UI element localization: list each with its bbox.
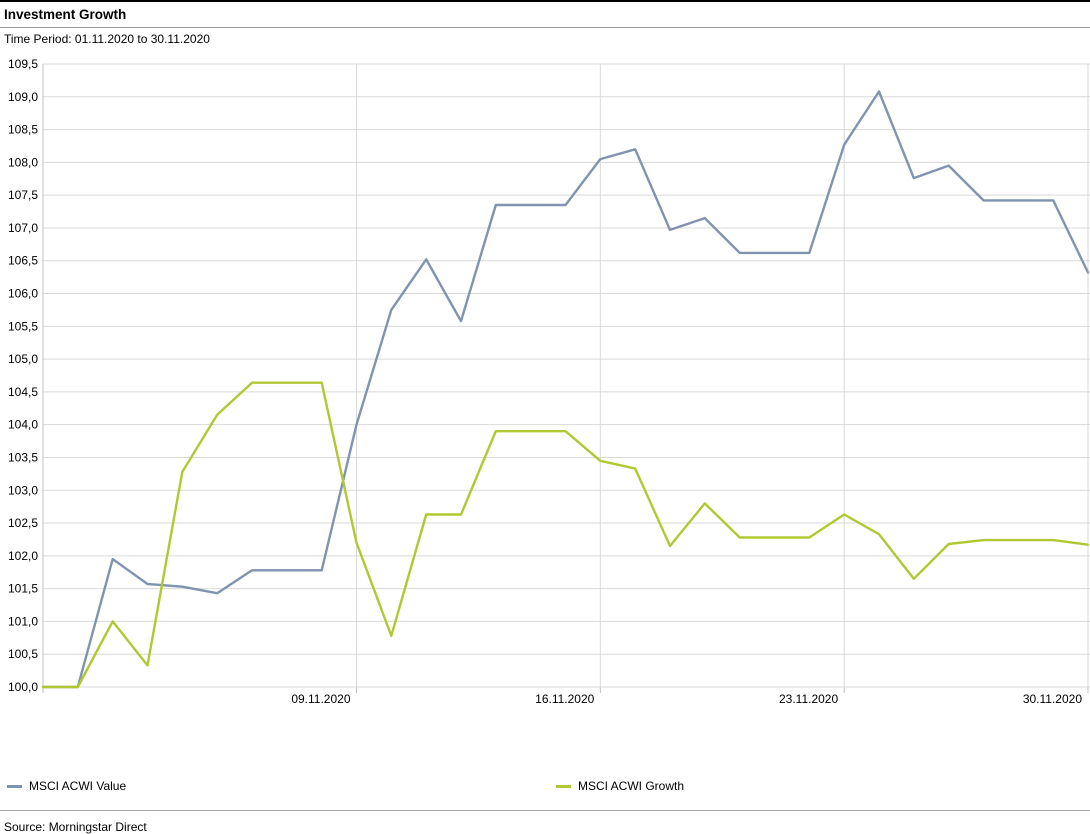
legend-item-value: MSCI ACWI Value [7, 776, 126, 796]
y-axis-tick-label: 102,0 [8, 549, 38, 563]
growth-line-swatch-icon [556, 784, 571, 788]
source-attribution: Source: Morningstar Direct [4, 820, 147, 834]
series-line-msci-acwi-value [41, 90, 1090, 689]
y-axis-tick-label: 103,5 [8, 450, 38, 464]
y-axis-tick-label: 108,5 [8, 123, 38, 137]
series-line-msci-acwi-growth [41, 381, 1090, 689]
chart-legend: MSCI ACWI Value MSCI ACWI Growth [0, 776, 1090, 796]
investment-growth-chart: 100,0 100,5 101,0 101,5 102,0 102,5 103,0 103,5… [8, 57, 1090, 706]
value-line-swatch-icon [7, 784, 22, 788]
legend-label-value: MSCI ACWI Value [29, 779, 127, 793]
x-axis-tick-label: 30.11.2020 [1023, 692, 1082, 706]
y-axis-tick-label: 100,5 [8, 647, 38, 661]
x-axis-tick-label: 16.11.2020 [535, 692, 594, 706]
y-axis-tick-label: 107,5 [8, 188, 38, 202]
y-axis-tick-label: 101,0 [8, 614, 38, 628]
y-axis-tick-label: 106,0 [8, 287, 38, 301]
footer-divider [0, 810, 1090, 811]
y-axis-tick-label: 108,0 [8, 155, 38, 169]
y-axis-tick-label: 100,0 [8, 680, 38, 694]
y-axis-tick-label: 104,5 [8, 385, 38, 399]
y-axis-tick-label: 109,5 [8, 57, 38, 71]
y-axis-tick-label: 103,0 [8, 483, 38, 497]
y-axis-tick-label: 102,5 [8, 516, 38, 530]
x-axis-tick-label: 09.11.2020 [291, 692, 350, 706]
header-divider [0, 27, 1090, 28]
legend-label-growth: MSCI ACWI Growth [578, 779, 685, 793]
y-axis-tick-label: 101,5 [8, 582, 38, 596]
y-axis-tick-label: 109,0 [8, 90, 38, 104]
x-axis-tick-label: 23.11.2020 [779, 692, 838, 706]
y-axis-tick-label: 107,0 [8, 221, 38, 235]
y-axis-tick-label: 105,0 [8, 352, 38, 366]
y-axis-tick-label: 106,5 [8, 254, 38, 268]
y-axis-tick-label: 105,5 [8, 319, 38, 333]
page-title: Investment Growth [4, 7, 127, 22]
y-axis-tick-label: 104,0 [8, 418, 38, 432]
time-period-label: Time Period: 01.11.2020 to 30.11.2020 [4, 32, 210, 46]
legend-item-growth: MSCI ACWI Growth [556, 776, 684, 796]
